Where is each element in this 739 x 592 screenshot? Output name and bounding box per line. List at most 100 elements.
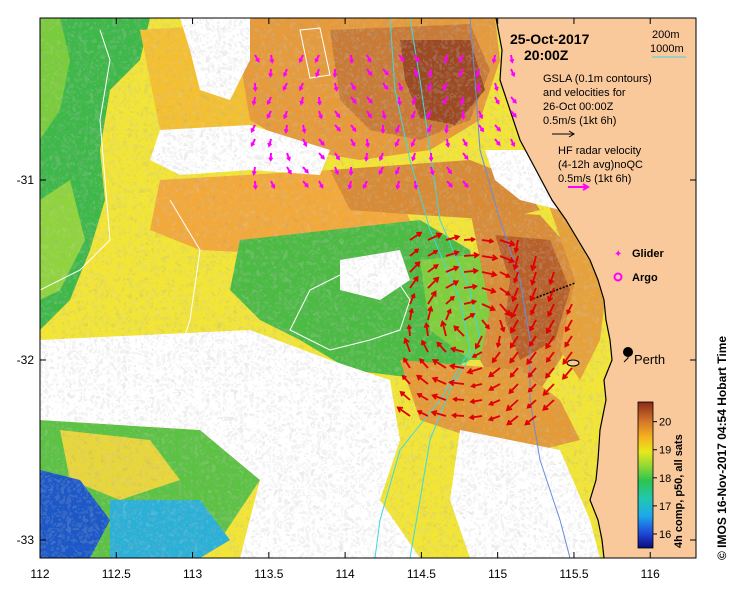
gsla-velocity-arrow bbox=[513, 271, 519, 284]
side-credit: © IMOS 16-Nov-2017 04:54 Hobart Time bbox=[715, 336, 729, 560]
gsla-velocity-arrow bbox=[509, 367, 519, 378]
hf-radar-arrow bbox=[395, 124, 400, 134]
gsla-velocity-arrow bbox=[564, 319, 573, 333]
hf-legend-line-3: 0.5m/s (1kt 6h) bbox=[558, 173, 631, 185]
time-title: 20:00Z bbox=[524, 47, 569, 63]
colorbar-tick-label: 19 bbox=[659, 445, 671, 457]
hf-radar-arrow bbox=[298, 82, 304, 92]
gsla-legend-arrow bbox=[552, 130, 575, 138]
gsla-velocity-arrow bbox=[505, 399, 519, 412]
hf-radar-arrow bbox=[413, 68, 419, 78]
hf-radar-arrow bbox=[397, 96, 402, 106]
gsla-velocity-arrow bbox=[468, 414, 483, 421]
hf-radar-arrow bbox=[426, 124, 432, 134]
hf-radar-arrow bbox=[475, 68, 480, 78]
glider-symbol: ✦ bbox=[614, 249, 622, 260]
argo-symbol bbox=[613, 272, 623, 282]
gsla-velocity-arrow bbox=[427, 305, 434, 321]
hf-radar-arrow bbox=[442, 82, 448, 91]
hf-radar-arrow bbox=[443, 54, 449, 64]
gsla-velocity-arrow bbox=[499, 287, 511, 296]
hf-radar-arrow bbox=[510, 110, 517, 118]
gsla-contour bbox=[289, 269, 411, 351]
gsla-velocity-arrow bbox=[528, 335, 537, 347]
hf-radar-arrow bbox=[252, 180, 258, 190]
gsla-velocity-arrow bbox=[409, 275, 419, 289]
hf-radar-arrow bbox=[270, 180, 276, 190]
hf-radar-arrow bbox=[478, 124, 485, 133]
hf-radar-arrow bbox=[266, 96, 272, 106]
gsla-velocity-arrow bbox=[445, 308, 452, 321]
hf-radar-arrow bbox=[282, 68, 288, 78]
hf-radar-arrow bbox=[428, 152, 434, 162]
y-tick-label: -31 bbox=[17, 173, 35, 187]
gsla-velocity-arrow bbox=[436, 341, 447, 353]
gsla-velocity-arrow bbox=[564, 335, 573, 348]
gsla-velocity-arrow bbox=[445, 250, 460, 257]
hf-radar-arrow bbox=[318, 152, 325, 160]
hf-radar-arrow bbox=[398, 54, 405, 62]
contour-1000m-2 bbox=[374, 18, 471, 558]
hf-radar-arrow bbox=[380, 124, 386, 134]
gsla-velocity-arrow bbox=[510, 303, 519, 319]
gsla-velocity-arrow bbox=[453, 325, 465, 337]
hf-radar-arrow bbox=[366, 54, 372, 63]
hf-radar-arrow bbox=[350, 82, 356, 91]
gsla-velocity-arrow bbox=[448, 363, 465, 370]
date-title: 25-Oct-2017 bbox=[510, 31, 590, 47]
hf-radar-arrow bbox=[366, 110, 372, 119]
hf-radar-arrow bbox=[445, 138, 451, 148]
hf-radar-arrow bbox=[299, 96, 305, 106]
gsla-velocity-arrow bbox=[471, 351, 483, 358]
hf-radar-arrow bbox=[394, 138, 400, 148]
glider-label: Glider bbox=[632, 248, 665, 260]
x-tick-label: 116 bbox=[641, 567, 660, 581]
hf-radar-arrow bbox=[334, 166, 340, 176]
gsla-velocity-arrow bbox=[481, 254, 499, 262]
hf-radar-arrow bbox=[366, 96, 373, 104]
gsla-velocity-arrow bbox=[510, 319, 519, 334]
gsla-velocity-arrow bbox=[416, 374, 429, 385]
hf-radar-arrow bbox=[347, 180, 353, 190]
x-axis: 112 112.5 113 113.5 114 114.5 115 115.5 116 bbox=[30, 18, 660, 581]
gsla-velocity-arrow bbox=[399, 390, 411, 401]
contour-1000m-label: 1000m bbox=[650, 43, 684, 55]
gsla-velocity-arrow bbox=[470, 383, 483, 389]
gsla-contour bbox=[299, 27, 331, 79]
hf-radar-arrow bbox=[318, 110, 323, 120]
hf-radar-velocity-arrows bbox=[250, 54, 517, 190]
hf-radar-arrow bbox=[333, 82, 339, 92]
hf-radar-arrow bbox=[365, 138, 370, 148]
gsla-velocity-arrow bbox=[449, 346, 465, 353]
hf-radar-arrow bbox=[410, 138, 416, 148]
hf-radar-arrow bbox=[411, 152, 416, 162]
gsla-velocity-arrow bbox=[499, 255, 516, 264]
hf-radar-arrow bbox=[510, 138, 516, 148]
hf-radar-arrow bbox=[348, 166, 354, 176]
gsla-velocity-arrow bbox=[409, 248, 420, 257]
hf-radar-arrow bbox=[509, 54, 515, 64]
gsla-velocity-arrow bbox=[448, 379, 465, 387]
gsla-velocity-arrow bbox=[427, 232, 443, 241]
gsla-velocity-arrow bbox=[430, 409, 447, 417]
hf-radar-arrow bbox=[462, 138, 468, 147]
x-tick-label: 112.5 bbox=[102, 567, 131, 581]
glider-track bbox=[529, 282, 576, 301]
gsla-velocity-arrow bbox=[423, 321, 430, 337]
gsla-velocity-arrow bbox=[545, 335, 555, 350]
x-tick-label: 115 bbox=[488, 567, 507, 581]
gsla-velocity-arrow bbox=[403, 357, 411, 369]
gsla-velocity-arrow bbox=[463, 299, 478, 305]
hf-radar-arrow bbox=[350, 96, 357, 104]
gsla-velocity-arrow bbox=[545, 367, 555, 379]
gsla-velocity-arrow bbox=[421, 339, 429, 353]
gsla-velocity-arrow bbox=[527, 367, 537, 378]
gsla-velocity-arrow bbox=[511, 287, 519, 303]
gsla-velocity-arrow bbox=[529, 287, 537, 302]
hf-radar-arrow bbox=[364, 152, 369, 162]
gsla-velocity-arrow bbox=[431, 393, 447, 401]
contour-1000m bbox=[409, 18, 481, 558]
gsla-velocity-arrow bbox=[427, 264, 439, 273]
hf-radar-arrow bbox=[460, 110, 466, 120]
gsla-velocity-arrow bbox=[481, 303, 496, 312]
